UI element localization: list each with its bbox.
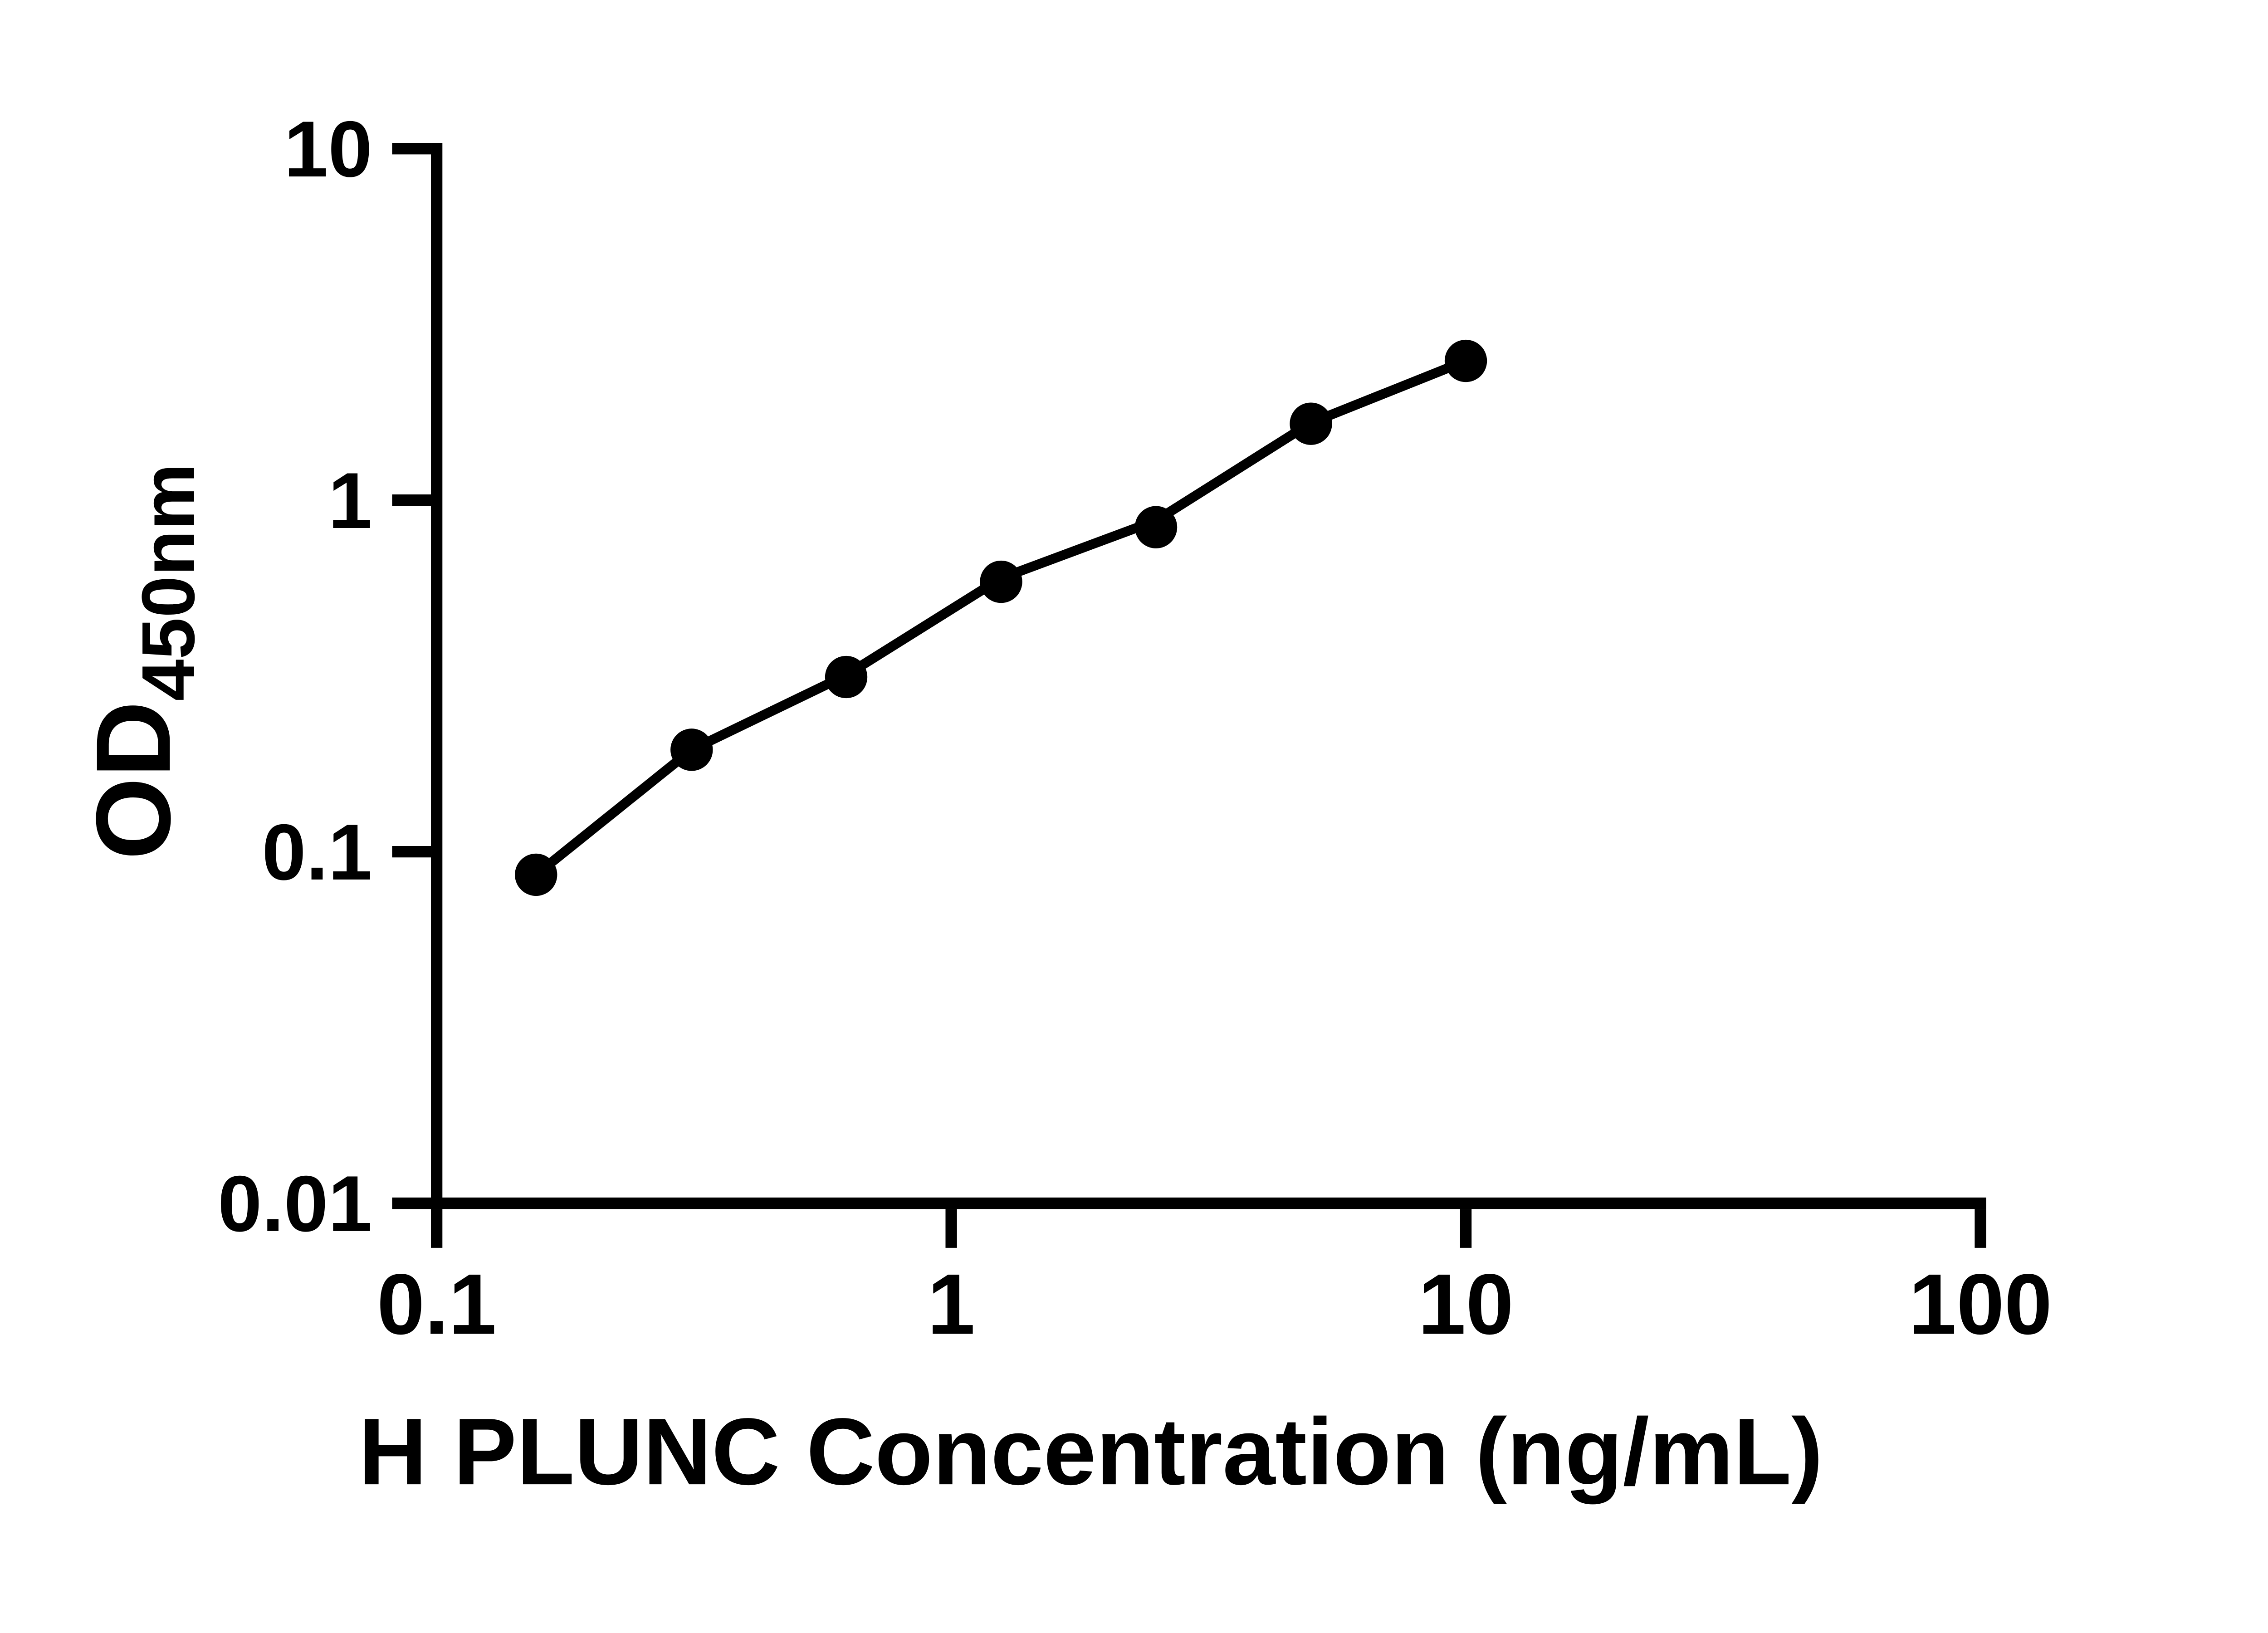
y-axis-title: OD450nm (74, 464, 210, 860)
y-tick-label: 1 (328, 457, 372, 545)
data-point (1134, 506, 1178, 548)
x-tick-label: 100 (1909, 1256, 2052, 1352)
x-axis-title: H PLUNC Concentration (ng/mL) (359, 1399, 1823, 1505)
y-tick-label: 10 (284, 105, 372, 194)
axes (431, 143, 1986, 1209)
x-tick-label: 10 (1418, 1256, 1514, 1352)
data-point (980, 560, 1022, 603)
data-point (515, 853, 557, 896)
data-point (670, 728, 713, 771)
data-point (825, 655, 868, 699)
x-tick-label: 0.1 (377, 1256, 497, 1352)
data-points (515, 339, 1487, 896)
elisa-standard-curve-figure: 0.01 0.1 1 10 0.1 1 10 100 H PLUNC Concentratio… (74, 105, 2053, 1505)
data-point (1444, 339, 1487, 382)
y-tick-label: 0.01 (218, 1160, 372, 1248)
x-tick-label: 1 (927, 1256, 975, 1352)
data-point (1290, 402, 1332, 445)
tick-marks (392, 143, 1986, 1248)
y-axis-title-main: OD (74, 701, 192, 860)
y-tick-label: 0.1 (262, 808, 372, 897)
y-axis-title-subscript: 450nm (127, 464, 210, 701)
